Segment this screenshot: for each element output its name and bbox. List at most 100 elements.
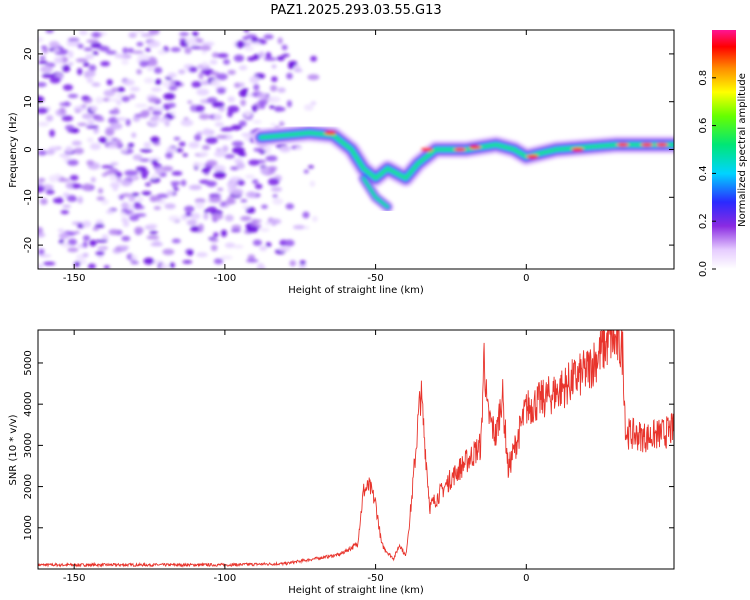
spectrogram-x-label: Height of straight line (km) (288, 285, 424, 296)
spectrogram-noise-blob (86, 125, 99, 129)
spectrogram-noise-blob (118, 194, 124, 200)
snr-x-tick-label: -50 (367, 573, 383, 584)
spectrogram-noise-blob (150, 197, 162, 202)
spectrogram-noise-blob (244, 174, 255, 179)
spectrogram-noise-blob (129, 215, 140, 222)
spectrogram-noise-blob (269, 218, 282, 225)
spectrogram-noise-blob (303, 104, 314, 111)
spectrogram-noise-blob (103, 89, 116, 97)
spectrogram-noise-blob (209, 196, 222, 203)
spectrogram-noise-blob (121, 193, 132, 197)
spectrogram-noise-blob (214, 151, 226, 158)
spectrogram-noise-blob (158, 106, 164, 112)
spectrogram-noise-blob (129, 93, 136, 100)
snr-x-tick-label: -150 (63, 573, 86, 584)
spectrogram-noise-blob (39, 254, 52, 258)
spectrogram-noise-blob (107, 143, 119, 149)
spectrogram-noise-blob (265, 242, 272, 247)
spectrogram-noise-blob (124, 170, 137, 177)
spectrogram-noise-blob (90, 42, 102, 49)
spectrogram-peak (453, 147, 466, 152)
spectrogram-noise-blob (202, 128, 212, 136)
spectrogram-noise-blob (122, 79, 135, 86)
spectrogram-noise-blob (169, 262, 175, 268)
spectrogram-noise-blob (95, 239, 108, 243)
spectrogram-noise-blob (173, 187, 180, 191)
spectrogram-noise-blob (41, 45, 47, 50)
spectrogram-noise-blob (109, 122, 123, 130)
spectrogram-noise-blob (134, 103, 148, 108)
spectrogram-noise-blob (224, 242, 236, 249)
spectrogram-noise-blob (58, 232, 70, 240)
snr-series-line (38, 330, 674, 568)
spectrogram-noise-blob (86, 39, 99, 44)
spectrogram-noise-blob (211, 101, 225, 108)
spectrogram-noise-blob (71, 140, 82, 146)
spectrogram-content (38, 30, 674, 269)
spectrogram-noise-blob (105, 50, 117, 55)
spectrogram-noise-blob (216, 73, 228, 81)
spectrogram-noise-blob (38, 150, 48, 156)
spectrogram-noise-blob (38, 248, 45, 256)
spectrogram-noise-blob (243, 30, 250, 33)
spectrogram-noise-blob (213, 232, 219, 238)
spectrogram-noise-blob (62, 204, 72, 209)
spectrogram-noise-blob (41, 73, 54, 78)
spectrogram-y-tick-label: 0 (23, 146, 34, 152)
spectrogram-noise-blob (201, 80, 209, 86)
spectrogram-noise-blob (231, 140, 244, 147)
spectrogram-noise-blob (111, 87, 119, 93)
spectrogram-noise-blob (217, 187, 224, 192)
spectrogram-peak (420, 147, 433, 152)
spectrogram-noise-blob (184, 205, 195, 213)
spectrogram-noise-blob (57, 228, 65, 233)
spectrogram-noise-blob (109, 182, 121, 189)
spectrogram-noise-blob (220, 255, 233, 260)
spectrogram-noise-blob (200, 45, 212, 51)
spectrogram-noise-blob (164, 203, 176, 210)
spectrogram-noise-blob (162, 248, 175, 256)
spectrogram-noise-blob (86, 159, 95, 166)
spectrogram-noise-blob (251, 219, 262, 223)
spectrogram-noise-blob (248, 159, 260, 166)
spectrogram-noise-blob (205, 71, 211, 77)
snr-y-tick-label: 2000 (23, 474, 34, 499)
spectrogram-noise-blob (254, 183, 263, 190)
spectrogram-noise-blob (238, 152, 247, 157)
spectrogram-noise-blob (187, 100, 193, 104)
spectrogram-noise-blob (89, 239, 97, 247)
spectrogram-noise-blob (188, 141, 200, 149)
spectrogram-noise-blob (131, 192, 140, 197)
spectrogram-noise-blob (54, 51, 68, 55)
spectrogram-noise-blob (178, 69, 186, 75)
colorbar: 0.0 0.2 0.4 0.6 0.8 Normalized spectral ampl… (698, 30, 748, 277)
spectrogram-noise-blob (121, 59, 129, 65)
spectrogram-noise-blob (244, 46, 255, 52)
spectrogram-noise-blob (241, 205, 250, 210)
spectrogram-noise-blob (272, 198, 284, 205)
spectrogram-noise-blob (263, 34, 274, 40)
colorbar-tick-label: 0.8 (698, 70, 709, 86)
spectrogram-noise-blob (222, 145, 229, 153)
spectrogram-noise-blob (269, 105, 275, 109)
spectrogram-noise-blob (121, 179, 132, 187)
spectrogram-noise-blob (213, 113, 222, 121)
spectrogram-noise-blob (133, 170, 139, 175)
spectrogram-noise-blob (163, 93, 176, 100)
spectrogram-noise-blob (38, 82, 47, 88)
spectrogram-noise-blob (129, 86, 141, 92)
spectrogram-noise-blob (38, 95, 45, 103)
spectrogram-noise-blob (83, 47, 93, 52)
spectrogram-noise-blob (168, 215, 180, 222)
spectrogram-noise-blob (190, 212, 201, 220)
spectrogram-noise-blob (201, 50, 207, 55)
spectrogram-noise-blob (148, 97, 160, 103)
spectrogram-noise-blob (53, 198, 64, 204)
spectrogram-noise-blob (116, 177, 123, 183)
spectrogram-noise-blob (216, 53, 229, 58)
spectrogram-noise-blob (231, 188, 244, 196)
spectrogram-noise-blob (186, 219, 198, 226)
spectrogram-noise-blob (77, 196, 84, 204)
spectrogram-noise-blob (39, 198, 48, 205)
